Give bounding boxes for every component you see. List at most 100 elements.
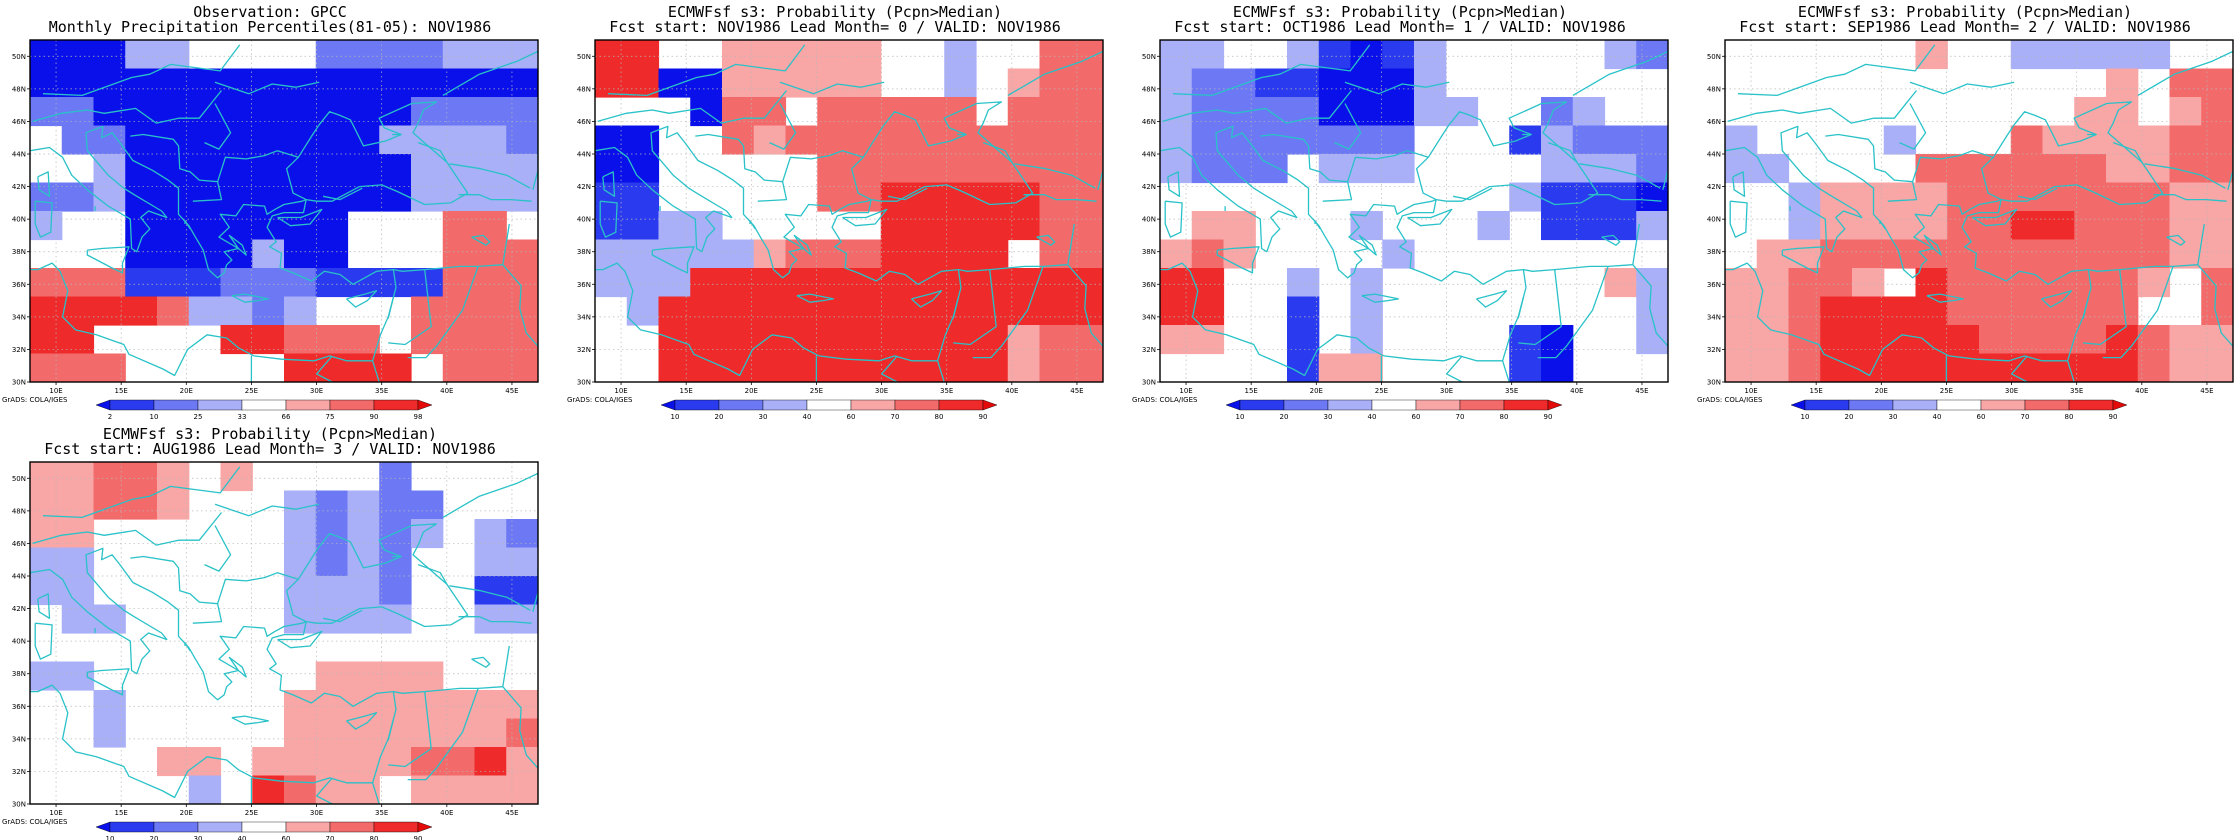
grid-cell [284,296,317,326]
coastline [458,616,532,624]
grid-cell [753,268,787,298]
grid-cell [474,296,507,326]
grid-cell [474,239,507,269]
lat-tick-label: 50N [1142,53,1156,61]
grid-cell [506,97,538,127]
grid-cell [2042,40,2075,70]
coastline [749,220,756,230]
colorbar-segment [1892,399,1938,411]
grid-cell [220,211,253,241]
grid-cell [30,490,63,520]
grid-cell [379,718,412,748]
coastlines [30,466,538,804]
grid-cell [93,154,126,184]
colorbar-label: 10 [1236,413,1245,421]
grid-cell [1604,40,1637,70]
coastline [2227,145,2233,190]
grid-cell [1382,68,1415,98]
lat-tick-label: 42N [1142,183,1156,191]
grid-cell [880,353,914,382]
shaded-cells [1160,40,1668,382]
grid-cell [595,68,628,98]
coastline [607,44,806,97]
grid-cell [658,68,691,98]
grid-cell [1883,182,1917,212]
colorbar-segment [109,821,155,833]
grid-cell [1039,125,1072,155]
grid-cell [1756,353,1790,382]
colorbar-segment [1225,399,1241,411]
grid-cell [658,353,691,382]
colorbar-label: 30 [194,835,203,840]
lat-tick-label: 34N [1707,313,1721,321]
lon-tick-label: 45E [1635,387,1648,395]
grid-cell [1071,182,1103,212]
coastline [595,199,962,377]
grid-cell [722,239,755,269]
grid-cell [817,125,850,155]
grid-cell [1509,182,1542,212]
grid-cell [1509,353,1542,382]
coastline [1476,290,1508,308]
panel-title: Observation: GPCC [193,3,347,21]
coastline [30,199,397,377]
grid-cell [1788,268,1821,298]
grid-cell [1007,211,1041,241]
grid-cell [2169,353,2202,382]
colorbar-label: 10 [671,413,680,421]
grid-cell [252,296,285,326]
lat-tick-label: 50N [12,53,26,61]
colorbar-label: 25 [194,413,203,421]
coastline [1632,264,1668,347]
colorbar-label: 10 [150,413,159,421]
coastline [1781,246,1825,274]
grid-cell [1820,182,1853,212]
grid-cell [817,68,850,98]
coastline [1314,220,1321,230]
grid-cell [944,239,977,269]
grid-cell [2074,296,2107,326]
grid-cell [1071,239,1103,269]
grid-cell [1007,154,1041,184]
lat-tick-label: 40N [1707,216,1721,224]
coastline [2153,194,2227,202]
lat-tick-label: 46N [577,118,591,126]
coastline [458,194,532,202]
grid-cell [1350,353,1383,382]
grid-cell [2106,211,2139,241]
grid-cell [880,211,914,241]
grid-cell [157,154,190,184]
lat-tick-label: 46N [12,540,26,548]
colorbar-label: 90 [979,413,988,421]
coastline [880,355,898,382]
grid-cell [442,690,476,720]
grid-cell [2074,154,2107,184]
grid-cell [61,268,95,298]
grid-cell [347,40,380,70]
grid-cell [1191,40,1225,70]
grid-cell [1636,296,1668,326]
coastline [1972,208,2018,227]
grid-cell [1071,211,1103,241]
grid-cell [220,325,253,355]
grid-cell [157,490,190,520]
coastline [231,715,270,725]
grid-cell [30,353,63,382]
grid-cell [658,239,691,269]
grid-cell [2010,239,2044,269]
coastline [502,264,538,347]
grid-cell [442,718,476,748]
grid-cell [93,353,126,382]
grid-cell [93,718,126,748]
colorbar-label: 10 [1801,413,1810,421]
grid-cell [474,747,507,777]
grid-cell [1604,268,1637,298]
grid-cell [157,296,190,326]
grid-cell [347,490,380,520]
grid-cell [690,239,723,269]
panel-subtitle: Fcst start: OCT1986 Lead Month= 1 / VALI… [1174,18,1626,36]
grid-cell [785,325,818,355]
coastline [1164,200,1183,238]
grid-cell [976,182,1009,212]
coastline [184,220,191,230]
